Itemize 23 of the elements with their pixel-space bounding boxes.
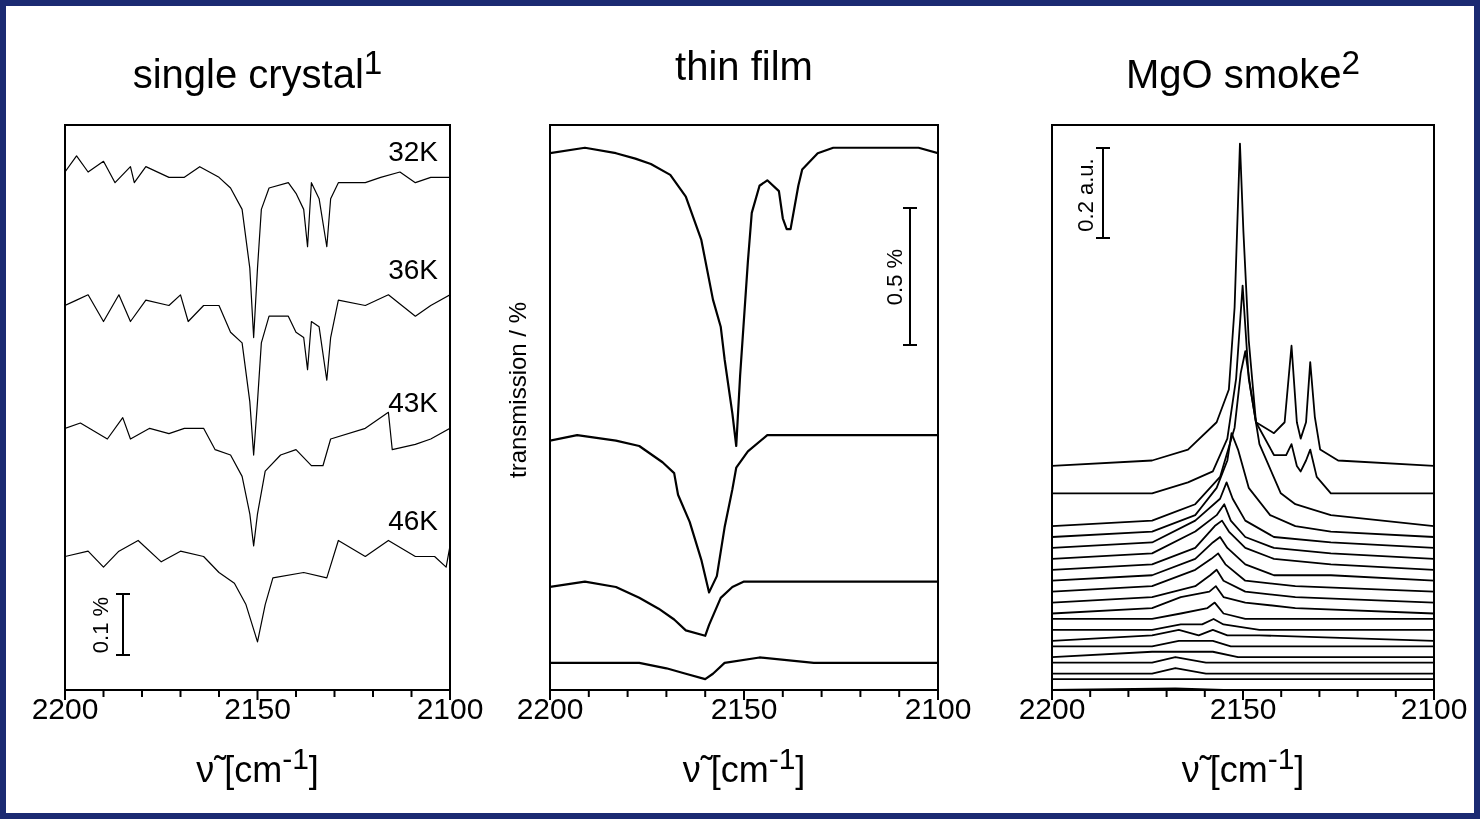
x-tick-label: 2200 [516, 692, 584, 726]
chart-title: single crystal$^{1}$ [131, 44, 384, 98]
x-tick-label: 2100 [1400, 692, 1468, 726]
x-axis-title: ν̃ [cm$^{-1}$] [195, 742, 320, 791]
annotation: 0.2 a.u. [1073, 157, 1099, 234]
x-axis-title: ν̃ [cm$^{-1}$] [681, 742, 807, 791]
chart-title: thin film [674, 44, 814, 89]
chart-title: MgO smoke$^{2}$ [1124, 44, 1362, 98]
x-tick-label: 2100 [904, 692, 972, 726]
x-tick-label: 2150 [224, 692, 291, 726]
series-label: 43K [388, 387, 439, 419]
series-label: 32K [388, 136, 439, 168]
series-label: 46K [388, 504, 439, 536]
x-tick-label: 2150 [1209, 692, 1277, 726]
annotation: 0.5 % [882, 247, 908, 308]
annotation: 0.1 % [88, 596, 113, 654]
series-label: 36K [388, 253, 439, 285]
y-axis-title: transmission / % [504, 300, 532, 481]
x-axis-title: ν̃ [cm$^{-1}$] [1180, 742, 1306, 791]
x-tick-label: 2150 [710, 692, 778, 726]
x-tick-label: 2200 [31, 692, 99, 726]
x-tick-label: 2100 [416, 692, 484, 726]
x-tick-label: 2200 [1018, 692, 1086, 726]
